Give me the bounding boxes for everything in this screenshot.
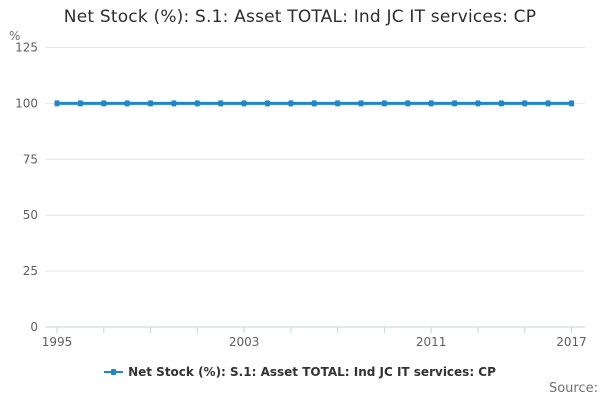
legend-line-marker-icon [104, 369, 124, 375]
data-point[interactable] [171, 100, 177, 107]
data-point[interactable] [522, 100, 528, 107]
y-axis-tick-label: 75 [23, 152, 38, 166]
legend: Net Stock (%): S.1: Asset TOTAL: Ind JC … [0, 365, 600, 379]
data-point[interactable] [218, 100, 224, 107]
data-point[interactable] [545, 100, 551, 107]
y-axis-tick-label: 100 [15, 96, 38, 110]
y-axis-tick-label: 125 [15, 41, 38, 55]
data-point[interactable] [569, 100, 574, 107]
data-point[interactable] [335, 100, 341, 107]
data-point[interactable] [101, 100, 107, 107]
chart-plot-area[interactable]: 0 25 50 75 100 125 1995 2003 2011 2017 [0, 0, 600, 362]
data-point[interactable] [405, 100, 411, 107]
data-point[interactable] [381, 100, 387, 107]
x-axis-tick-label: 1995 [42, 335, 73, 349]
data-point[interactable] [54, 100, 60, 107]
x-axis-tick-label: 2003 [229, 335, 260, 349]
data-point[interactable] [452, 100, 458, 107]
y-axis-tick-label: 50 [23, 208, 38, 222]
data-point[interactable] [288, 100, 294, 107]
data-point[interactable] [475, 100, 481, 107]
legend-item[interactable]: Net Stock (%): S.1: Asset TOTAL: Ind JC … [104, 365, 496, 379]
data-point[interactable] [241, 100, 247, 107]
x-axis-tick-label: 2011 [416, 335, 447, 349]
data-point[interactable] [264, 100, 270, 107]
source-label: Source: [548, 381, 598, 396]
y-axis-unit-label: % [9, 29, 21, 43]
data-point[interactable] [77, 100, 83, 107]
data-point[interactable] [148, 100, 154, 107]
data-point[interactable] [124, 100, 130, 107]
y-axis-tick-label: 0 [30, 320, 38, 334]
y-axis-tick-label: 25 [23, 264, 38, 278]
data-point[interactable] [358, 100, 364, 107]
data-point[interactable] [428, 100, 434, 107]
data-point[interactable] [498, 100, 504, 107]
chart-title: Net Stock (%): S.1: Asset TOTAL: Ind JC … [63, 7, 537, 27]
data-point[interactable] [311, 100, 317, 107]
data-point[interactable] [194, 100, 200, 107]
legend-label: Net Stock (%): S.1: Asset TOTAL: Ind JC … [128, 365, 496, 379]
x-axis-tick-label: 2017 [556, 335, 587, 349]
